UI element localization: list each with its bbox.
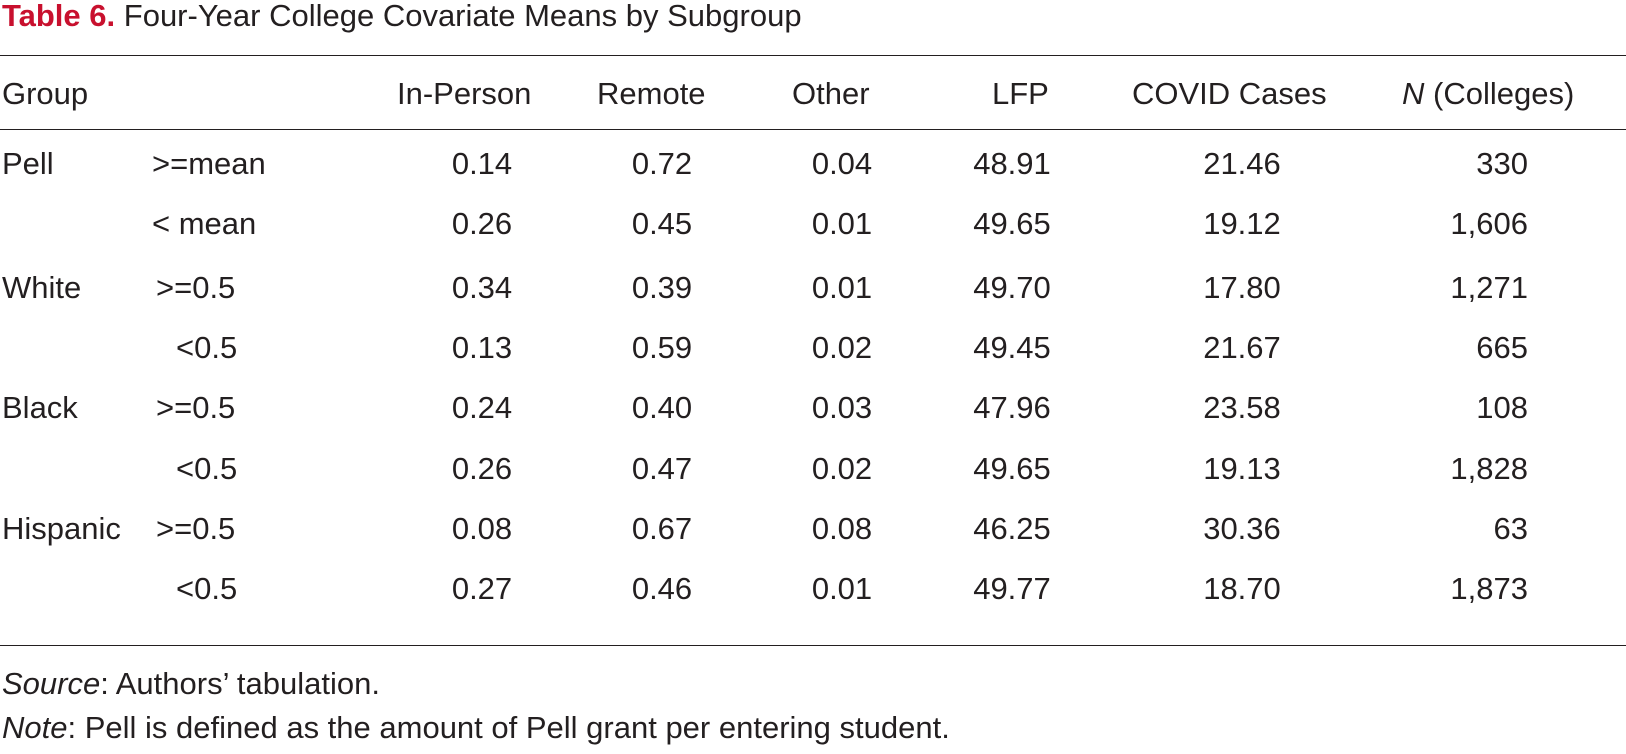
cell-covid-cases: 18.70 bbox=[1203, 571, 1281, 606]
cell-group: White bbox=[2, 270, 82, 305]
cell-n-colleges: 330 bbox=[1476, 146, 1528, 181]
table-row: <0.5 0.27 0.46 0.01 49.77 18.70 1,873 bbox=[2, 567, 1602, 611]
table-footnote: Note: Pell is defined as the amount of P… bbox=[2, 706, 950, 750]
cell-lfp: 46.25 bbox=[973, 511, 1051, 546]
cell-in-person: 0.14 bbox=[451, 146, 513, 181]
cell-other: 0.08 bbox=[811, 511, 873, 546]
table-source-note: Source: Authors’ tabulation. bbox=[2, 662, 380, 706]
cell-n-colleges: 665 bbox=[1476, 330, 1528, 365]
cell-in-person: 0.13 bbox=[451, 330, 513, 365]
cell-lfp: 48.91 bbox=[973, 146, 1051, 181]
cell-covid-cases: 23.58 bbox=[1203, 390, 1281, 425]
cell-other: 0.01 bbox=[811, 206, 873, 241]
table-row: White >=0.5 0.34 0.39 0.01 49.70 17.80 1… bbox=[2, 266, 1602, 310]
header-in-person: In-Person bbox=[397, 76, 532, 111]
table-caption: Table 6. Four-Year College Covariate Mea… bbox=[2, 0, 802, 36]
header-remote: Remote bbox=[597, 76, 706, 111]
table-header-row: Group In-Person Remote Other LFP COVID C… bbox=[2, 72, 1602, 116]
cell-remote: 0.39 bbox=[631, 270, 693, 305]
cell-remote: 0.40 bbox=[631, 390, 693, 425]
cell-in-person: 0.08 bbox=[451, 511, 513, 546]
cell-other: 0.04 bbox=[811, 146, 873, 181]
cell-covid-cases: 19.12 bbox=[1203, 206, 1281, 241]
cell-remote: 0.47 bbox=[631, 451, 693, 486]
cell-n-colleges: 1,271 bbox=[1450, 270, 1528, 305]
table-label: Table 6. bbox=[2, 0, 116, 33]
cell-lfp: 49.77 bbox=[973, 571, 1051, 606]
table-title: Four-Year College Covariate Means by Sub… bbox=[123, 0, 802, 33]
cell-subgroup: >=0.5 bbox=[156, 390, 236, 425]
cell-lfp: 49.45 bbox=[973, 330, 1051, 365]
cell-other: 0.01 bbox=[811, 270, 873, 305]
cell-subgroup: < mean bbox=[152, 206, 257, 241]
cell-subgroup: >=mean bbox=[152, 146, 266, 181]
header-other: Other bbox=[792, 76, 870, 111]
cell-covid-cases: 21.46 bbox=[1203, 146, 1281, 181]
cell-subgroup: <0.5 bbox=[176, 571, 238, 606]
table-row: <0.5 0.26 0.47 0.02 49.65 19.13 1,828 bbox=[2, 447, 1602, 491]
table-row: < mean 0.26 0.45 0.01 49.65 19.12 1,606 bbox=[2, 202, 1602, 246]
cell-other: 0.01 bbox=[811, 571, 873, 606]
cell-group: Hispanic bbox=[2, 511, 121, 546]
cell-covid-cases: 17.80 bbox=[1203, 270, 1281, 305]
cell-subgroup: >=0.5 bbox=[156, 270, 236, 305]
cell-n-colleges: 108 bbox=[1476, 390, 1528, 425]
cell-subgroup: <0.5 bbox=[176, 451, 238, 486]
header-n-colleges: N (Colleges) bbox=[1402, 72, 1602, 116]
cell-n-colleges: 1,606 bbox=[1450, 206, 1528, 241]
header-group: Group bbox=[2, 76, 89, 111]
header-n-rest: (Colleges) bbox=[1424, 76, 1575, 111]
header-rule bbox=[0, 129, 1626, 130]
cell-subgroup: >=0.5 bbox=[156, 511, 236, 546]
cell-in-person: 0.26 bbox=[451, 206, 513, 241]
table-row: Hispanic >=0.5 0.08 0.67 0.08 46.25 30.3… bbox=[2, 507, 1602, 551]
source-label: Source bbox=[2, 666, 101, 701]
table-row: Pell >=mean 0.14 0.72 0.04 48.91 21.46 3… bbox=[2, 142, 1602, 186]
cell-remote: 0.46 bbox=[631, 571, 693, 606]
header-n-italic: N bbox=[1402, 76, 1425, 111]
cell-group: Black bbox=[2, 390, 78, 425]
cell-remote: 0.72 bbox=[631, 146, 693, 181]
cell-subgroup: <0.5 bbox=[176, 330, 238, 365]
table-row: Black >=0.5 0.24 0.40 0.03 47.96 23.58 1… bbox=[2, 386, 1602, 430]
cell-in-person: 0.24 bbox=[451, 390, 513, 425]
cell-lfp: 49.70 bbox=[973, 270, 1051, 305]
note-label: Note bbox=[2, 710, 68, 745]
cell-n-colleges: 63 bbox=[1493, 511, 1528, 546]
cell-covid-cases: 30.36 bbox=[1203, 511, 1281, 546]
cell-remote: 0.67 bbox=[631, 511, 693, 546]
cell-covid-cases: 19.13 bbox=[1203, 451, 1281, 486]
cell-lfp: 47.96 bbox=[973, 390, 1051, 425]
cell-other: 0.03 bbox=[811, 390, 873, 425]
cell-n-colleges: 1,828 bbox=[1450, 451, 1528, 486]
cell-n-colleges: 1,873 bbox=[1450, 571, 1528, 606]
cell-lfp: 49.65 bbox=[973, 206, 1051, 241]
cell-lfp: 49.65 bbox=[973, 451, 1051, 486]
cell-group: Pell bbox=[2, 146, 54, 181]
cell-remote: 0.59 bbox=[631, 330, 693, 365]
cell-remote: 0.45 bbox=[631, 206, 693, 241]
cell-in-person: 0.27 bbox=[451, 571, 513, 606]
header-lfp: LFP bbox=[992, 76, 1049, 111]
top-rule bbox=[0, 55, 1626, 56]
source-text: : Authors’ tabulation. bbox=[100, 666, 380, 701]
bottom-rule bbox=[0, 645, 1626, 646]
note-text: : Pell is defined as the amount of Pell … bbox=[67, 710, 950, 745]
header-covid-cases: COVID Cases bbox=[1132, 76, 1327, 111]
cell-in-person: 0.34 bbox=[451, 270, 513, 305]
cell-other: 0.02 bbox=[811, 451, 873, 486]
table-row: <0.5 0.13 0.59 0.02 49.45 21.67 665 bbox=[2, 326, 1602, 370]
cell-in-person: 0.26 bbox=[451, 451, 513, 486]
cell-other: 0.02 bbox=[811, 330, 873, 365]
cell-covid-cases: 21.67 bbox=[1203, 330, 1281, 365]
